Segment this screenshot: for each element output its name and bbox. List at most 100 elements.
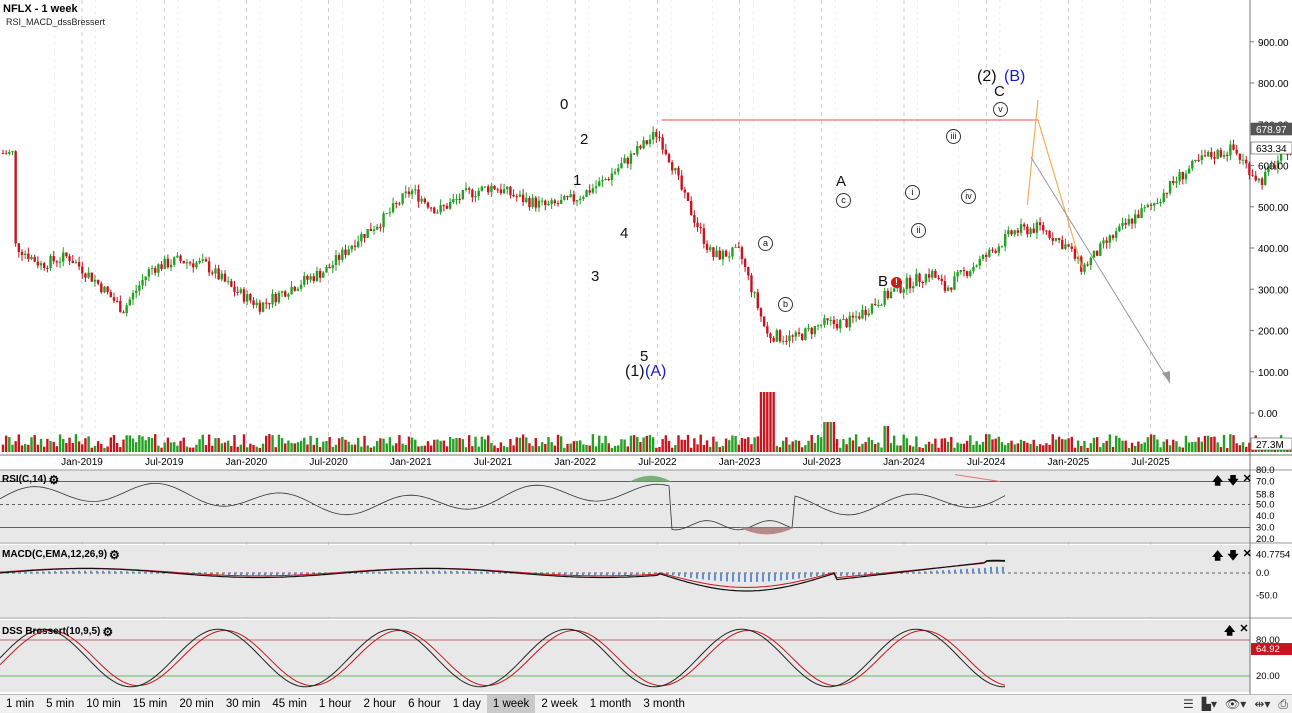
macd-histogram-bar — [414, 571, 416, 573]
timeframe-1-min[interactable]: 1 min — [0, 695, 40, 713]
timeframe-10-min[interactable]: 10 min — [80, 695, 127, 713]
timeframe-2-week[interactable]: 2 week — [535, 695, 583, 713]
volume-bar — [519, 438, 521, 452]
volume-bar — [1213, 437, 1215, 452]
macd-histogram-bar — [276, 573, 278, 575]
gear-icon[interactable]: ⚙ — [109, 550, 120, 560]
volume-bar — [268, 434, 270, 452]
time-label: Jan-2021 — [390, 457, 432, 468]
volume-bar — [1090, 443, 1092, 452]
candle-body — [861, 310, 863, 319]
candle-body — [141, 280, 143, 285]
volume-bar — [144, 440, 146, 452]
print-icon[interactable]: ⎙ — [1278, 697, 1288, 712]
scale-icon[interactable]: ⇹▾ — [1254, 697, 1270, 711]
volume-bar — [1245, 447, 1247, 452]
close-icon[interactable]: ✕ — [1239, 622, 1248, 641]
macd-histogram-bar — [468, 571, 470, 573]
timeframe-15-min[interactable]: 15 min — [127, 695, 174, 713]
candle-body — [144, 277, 146, 280]
candle-body — [868, 313, 870, 315]
candle-body — [1134, 215, 1136, 224]
timeframe-1-day[interactable]: 1 day — [447, 695, 487, 713]
volume-bar — [1150, 434, 1152, 452]
timeframe-2-hour[interactable]: 2 hour — [358, 695, 403, 713]
rsi-title[interactable]: RSI(C,14)⚙ — [2, 474, 59, 485]
macd-tick-label: 40.7754 — [1256, 550, 1290, 561]
timeframe-45-min[interactable]: 45 min — [266, 695, 313, 713]
wave-label-sub_i: i — [905, 185, 920, 200]
volume-bar — [75, 434, 77, 452]
gear-icon[interactable]: ⚙ — [102, 627, 113, 637]
timeframe-3-month[interactable]: 3 month — [637, 695, 691, 713]
volume-bar — [899, 446, 901, 452]
candle-body — [1163, 193, 1165, 202]
timeframe-5-min[interactable]: 5 min — [40, 695, 80, 713]
candle-body — [1099, 244, 1101, 256]
timeframe-6-hour[interactable]: 6 hour — [402, 695, 447, 713]
volume-bar — [119, 447, 121, 452]
move-up-icon[interactable]: 🡅 — [1212, 472, 1223, 491]
volume-bar — [56, 446, 58, 452]
volume-bar — [541, 442, 543, 452]
volume-bar — [1042, 445, 1044, 452]
candle-body — [769, 333, 771, 337]
list-icon[interactable]: ☰ — [1183, 697, 1194, 711]
move-down-icon[interactable]: 🡇 — [1227, 472, 1238, 491]
volume-bar — [1172, 440, 1174, 452]
volume-bar — [1185, 436, 1187, 452]
candle-body — [719, 251, 721, 260]
volume-bar — [240, 445, 242, 452]
volume-bar — [1134, 446, 1136, 452]
macd-histogram-bar — [570, 573, 572, 575]
candle-body — [1045, 231, 1047, 232]
candle-body — [734, 247, 736, 248]
macd-histogram-bar — [954, 570, 956, 573]
wave-label-sub_iii: iii — [946, 129, 961, 144]
gear-icon[interactable]: ⚙ — [48, 475, 59, 485]
candle-body — [1156, 203, 1158, 204]
macd-histogram-bar — [48, 571, 50, 573]
chart-type-icon[interactable]: ▙▾ — [1202, 697, 1217, 711]
timeframe-30-min[interactable]: 30 min — [220, 695, 267, 713]
volume-bar — [167, 438, 169, 452]
volume-bar — [106, 446, 108, 452]
candle-body — [833, 320, 835, 324]
candle-body — [411, 190, 413, 194]
candle-body — [1255, 176, 1257, 181]
volume-bar — [1248, 443, 1250, 452]
volume-bar — [1071, 437, 1073, 452]
macd-histogram-bar — [858, 573, 860, 575]
chart-title: NFLX - 1 week — [3, 3, 78, 15]
timeframe-1-month[interactable]: 1 month — [584, 695, 638, 713]
move-up-icon[interactable]: 🡅 — [1224, 622, 1235, 641]
volume-bar — [750, 444, 752, 452]
candle-body — [1067, 244, 1069, 246]
candle-body — [65, 252, 67, 256]
alert-icon[interactable]: ! — [891, 277, 902, 288]
close-icon[interactable]: ✕ — [1243, 472, 1252, 491]
volume-bar — [776, 446, 778, 452]
macd-histogram-bar — [576, 573, 578, 575]
macd-histogram-bar — [384, 572, 386, 573]
timeframe-1-week[interactable]: 1 week — [487, 695, 535, 713]
candle-body — [589, 190, 591, 192]
candle-body — [782, 341, 784, 342]
volume-bar — [1169, 445, 1171, 452]
volume-bar — [455, 438, 457, 452]
timeframe-20-min[interactable]: 20 min — [173, 695, 220, 713]
candle-body — [1229, 144, 1231, 155]
close-icon[interactable]: ✕ — [1243, 547, 1252, 566]
move-down-icon[interactable]: 🡇 — [1227, 547, 1238, 566]
timeframe-1-hour[interactable]: 1 hour — [313, 695, 358, 713]
macd-histogram-bar — [720, 573, 722, 581]
candle-body — [249, 294, 251, 300]
macd-title[interactable]: MACD(C,EMA,12,26,9)⚙ — [2, 549, 120, 560]
volume-bar — [909, 445, 911, 452]
eye-icon[interactable]: 👁▾ — [1225, 697, 1246, 711]
wave-label-w3: 3 — [591, 268, 599, 285]
volume-bar — [782, 441, 784, 452]
volume-bar — [506, 447, 508, 452]
move-up-icon[interactable]: 🡅 — [1212, 547, 1223, 566]
dss-title[interactable]: DSS Bressert(10,9,5)⚙ — [2, 626, 113, 637]
